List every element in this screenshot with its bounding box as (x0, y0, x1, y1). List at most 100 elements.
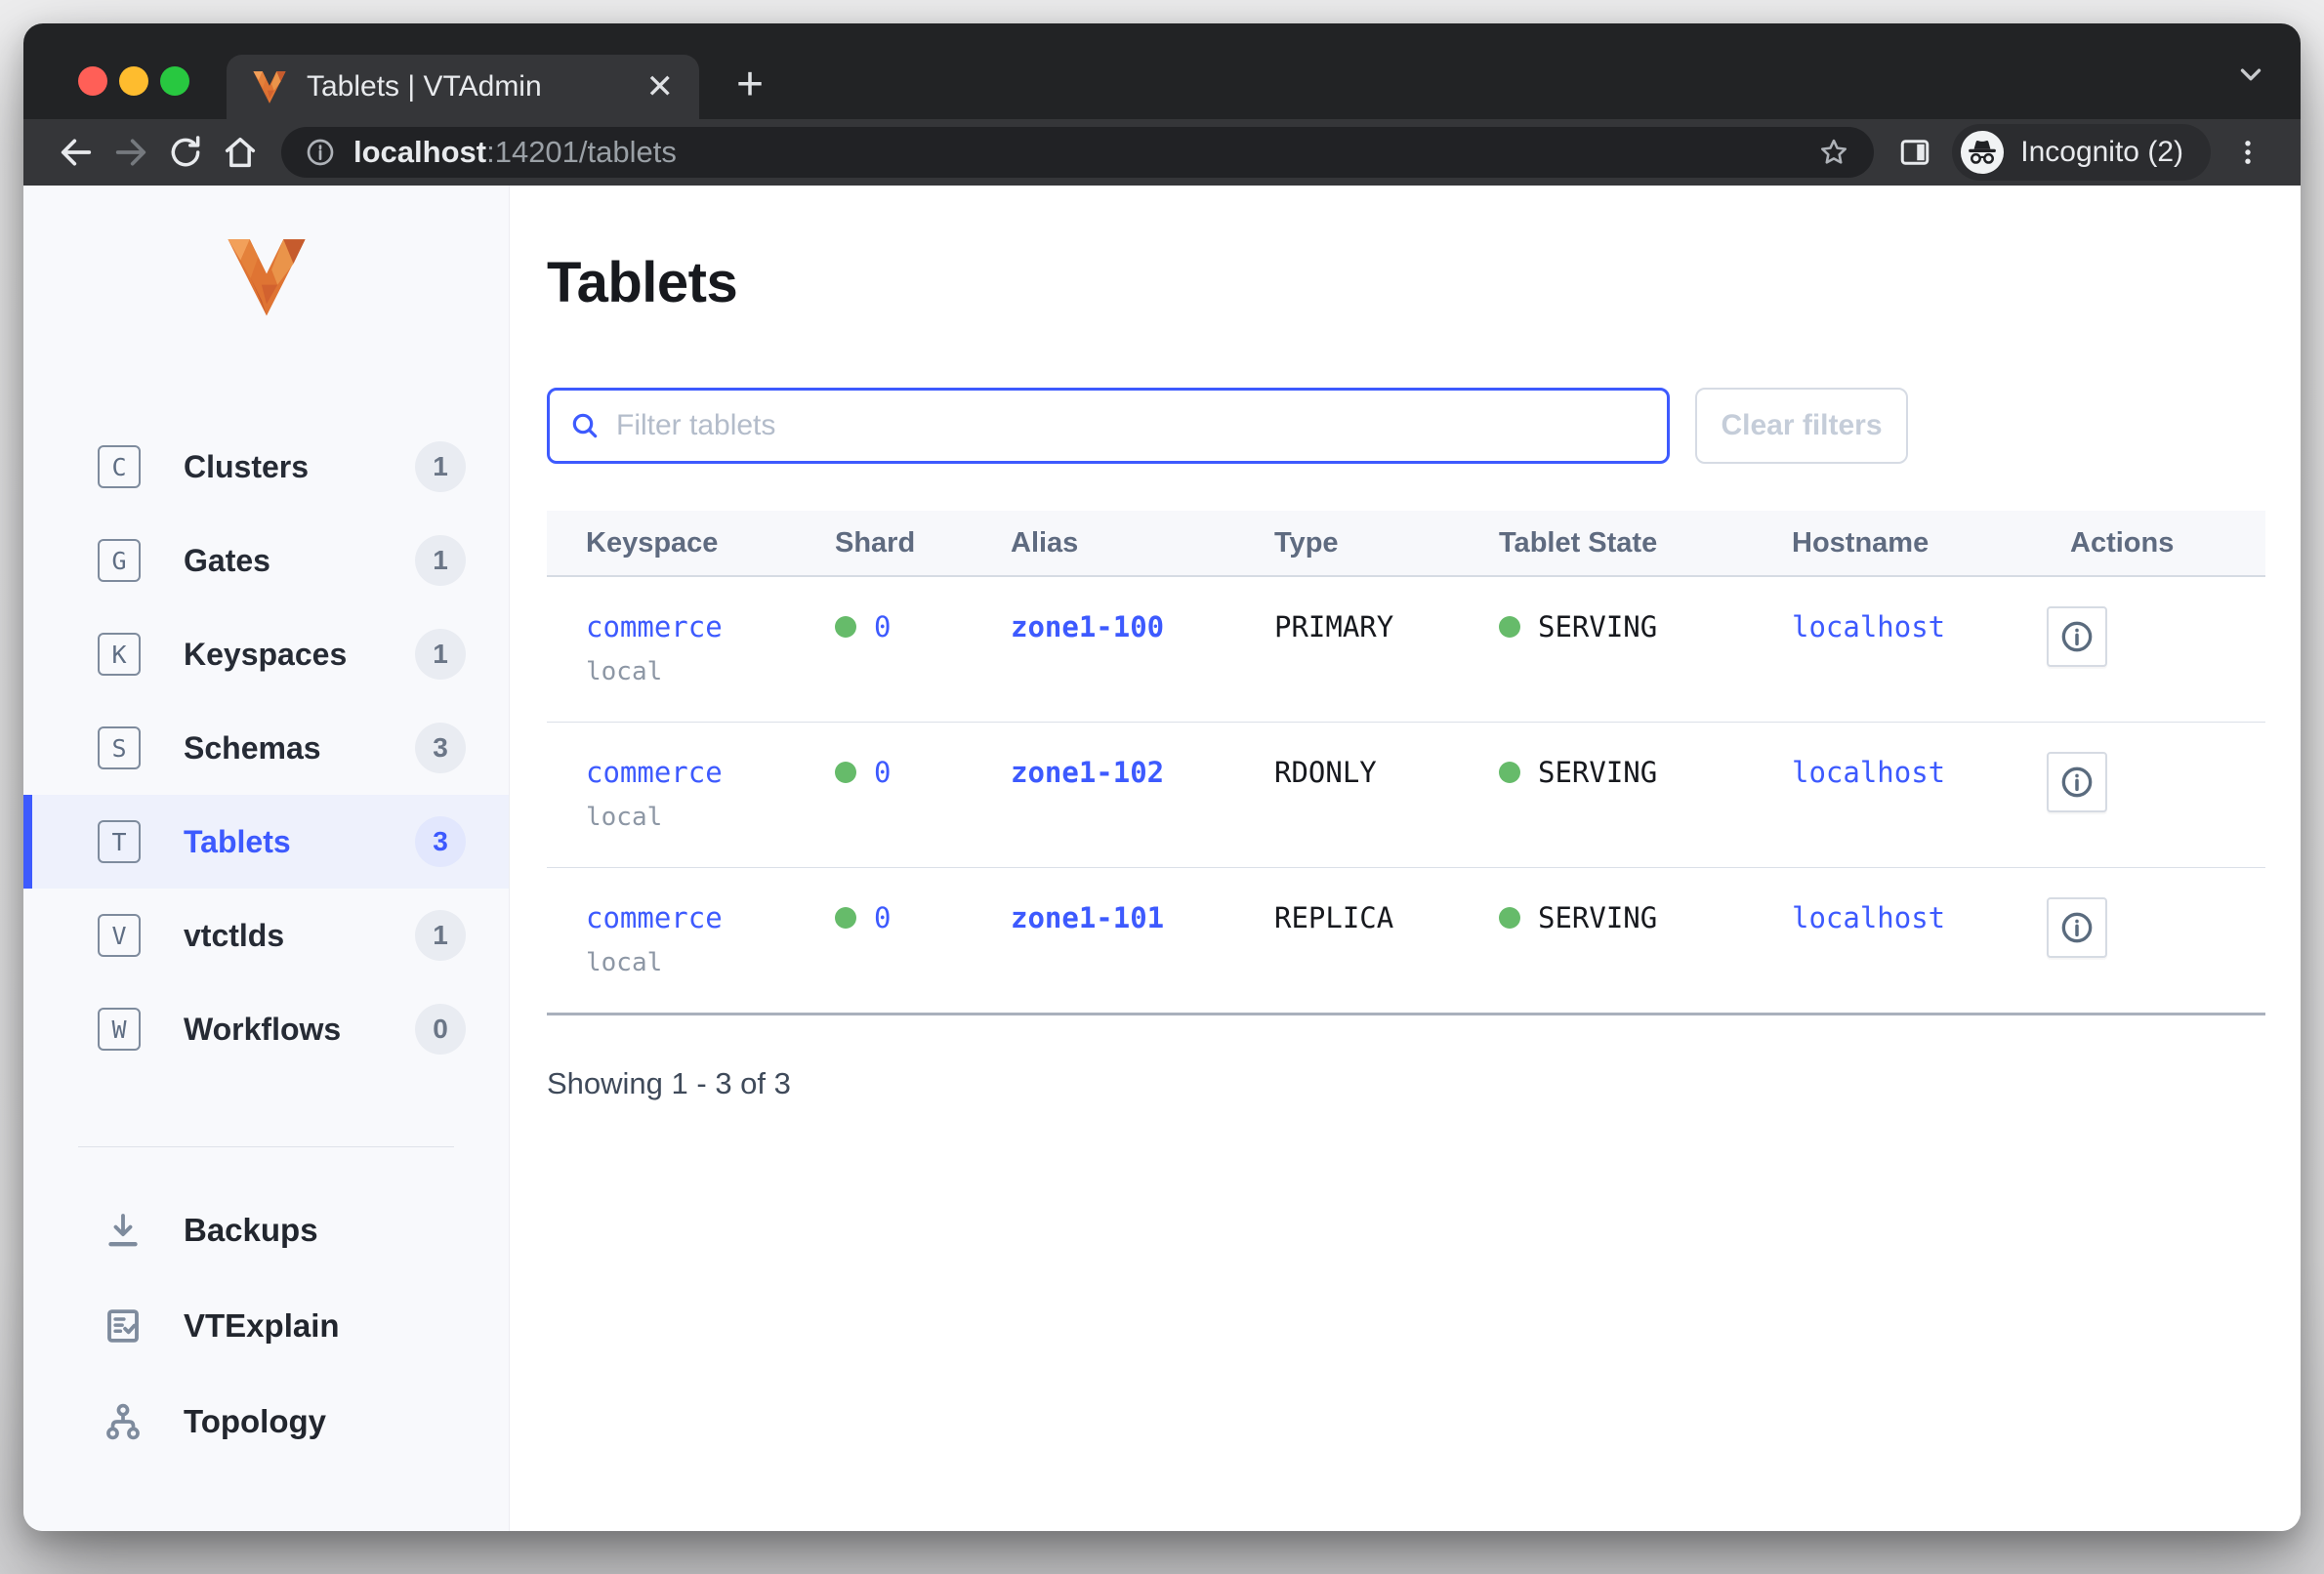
bookmark-star-icon[interactable] (1817, 136, 1850, 169)
address-bar[interactable]: localhost:14201/tablets (281, 127, 1875, 178)
home-button[interactable] (213, 125, 268, 180)
keyspace-cell: commerce local (547, 897, 796, 979)
page-content: C Clusters 1 G Gates 1 K Keyspaces 1 S S… (23, 186, 2301, 1531)
table-row: commerce local 0 zone1-101 REPLICA SERVI… (547, 868, 2265, 1015)
sidebar-item-label: Gates (184, 542, 270, 578)
hostname-link[interactable]: localhost (1792, 610, 1946, 643)
shard-link[interactable]: 0 (874, 756, 892, 789)
home-icon (225, 137, 256, 168)
page-title: Tablets (547, 251, 738, 314)
sidebar-item-keyspaces[interactable]: K Keyspaces 1 (23, 607, 509, 701)
tablet-info-button[interactable] (2047, 897, 2107, 958)
sidebar-item-label: Keyspaces (184, 636, 348, 672)
minimize-window-button[interactable] (119, 66, 148, 96)
clear-filters-button[interactable]: Clear filters (1695, 388, 1908, 464)
schemas-icon: S (98, 726, 141, 769)
table-row: commerce local 0 zone1-100 PRIMARY SERVI… (547, 577, 2265, 723)
sidebar-item-vtexplain[interactable]: VTExplain (23, 1278, 509, 1374)
shard-link[interactable]: 0 (874, 901, 892, 934)
actions-cell (2031, 897, 2265, 979)
alias-cell: zone1-100 (972, 606, 1235, 688)
side-panel-button[interactable] (1888, 125, 1942, 180)
count-badge: 3 (415, 723, 466, 773)
url-text: localhost:14201/tablets (353, 135, 677, 169)
tab-tablets-vtadmin[interactable]: Tablets | VTAdmin ✕ (227, 55, 699, 119)
column-header-tablet-state: Tablet State (1499, 526, 1658, 559)
close-tab-icon[interactable]: ✕ (645, 68, 675, 105)
keyspace-link[interactable]: commerce (586, 610, 723, 643)
sidebar-nav: C Clusters 1 G Gates 1 K Keyspaces 1 S S… (23, 420, 509, 1076)
shard-status-dot (835, 616, 856, 638)
close-window-button[interactable] (78, 66, 107, 96)
new-tab-button[interactable]: + (735, 58, 765, 110)
sidebar-item-gates[interactable]: G Gates 1 (23, 514, 509, 607)
forward-icon (115, 139, 146, 166)
tablet-state-text: SERVING (1538, 756, 1658, 789)
incognito-badge[interactable]: Incognito (2) (1952, 124, 2211, 181)
alias-cell: zone1-101 (972, 897, 1235, 979)
tablet-info-button[interactable] (2047, 752, 2107, 812)
alias-link[interactable]: zone1-102 (1011, 756, 1165, 789)
tablets-table: Keyspace Shard Alias Type Tablet State H… (547, 511, 2265, 1015)
browser-menu-button[interactable] (2220, 125, 2275, 180)
sidebar-item-backups[interactable]: Backups (23, 1182, 509, 1278)
type-cell: RDONLY (1274, 756, 1377, 789)
actions-cell (2031, 606, 2265, 688)
column-header-alias: Alias (1011, 526, 1079, 559)
keyspace-cell: commerce local (547, 752, 796, 834)
chevron-down-icon[interactable] (2234, 57, 2267, 90)
column-header-hostname: Hostname (1792, 526, 1930, 559)
keyspace-link[interactable]: commerce (586, 901, 723, 934)
side-panel-icon (1917, 144, 1925, 161)
alias-link[interactable]: zone1-100 (1011, 610, 1165, 643)
sidebar-item-label: Schemas (184, 729, 321, 766)
shard-link[interactable]: 0 (874, 610, 892, 643)
back-button[interactable] (49, 125, 104, 180)
incognito-label: Incognito (2) (2020, 136, 2183, 168)
keyspace-cell: commerce local (547, 606, 796, 688)
tablet-state-text: SERVING (1538, 610, 1658, 643)
keyspace-link[interactable]: commerce (586, 756, 723, 789)
info-icon (2061, 912, 2093, 943)
tablet-state-cell: SERVING (1460, 606, 1753, 688)
document-check-icon (102, 1305, 145, 1347)
serving-status-dot (1499, 907, 1520, 929)
count-badge: 1 (415, 441, 466, 492)
search-icon (572, 413, 598, 438)
sidebar-item-topology[interactable]: Topology (23, 1374, 509, 1470)
hostname-link[interactable]: localhost (1792, 756, 1946, 789)
filter-box (547, 388, 1670, 464)
site-info-icon[interactable] (305, 137, 336, 168)
forward-button[interactable] (104, 125, 158, 180)
shard-status-dot (835, 762, 856, 783)
shard-cell: 0 (796, 897, 972, 979)
sidebar-item-clusters[interactable]: C Clusters 1 (23, 420, 509, 514)
hostname-cell: localhost (1753, 606, 2031, 688)
sidebar-item-vtctlds[interactable]: V vtctlds 1 (23, 889, 509, 982)
shard-status-dot (835, 907, 856, 929)
browser-window: Tablets | VTAdmin ✕ + localhost:14201/ta… (23, 23, 2301, 1531)
cluster-name: local (586, 657, 663, 686)
sidebar: C Clusters 1 G Gates 1 K Keyspaces 1 S S… (23, 186, 510, 1531)
pagination-status: Showing 1 - 3 of 3 (547, 1066, 791, 1100)
filter-tablets-input[interactable] (616, 409, 1647, 442)
sidebar-item-label: Clusters (184, 448, 310, 484)
sidebar-divider (78, 1146, 454, 1147)
sidebar-item-workflows[interactable]: W Workflows 0 (23, 982, 509, 1076)
cluster-name: local (586, 948, 663, 977)
sidebar-item-label: Backups (184, 1212, 318, 1248)
sidebar-item-schemas[interactable]: S Schemas 3 (23, 701, 509, 795)
sidebar-item-tablets[interactable]: T Tablets 3 (23, 795, 509, 889)
alias-link[interactable]: zone1-101 (1011, 901, 1165, 934)
tab-strip: Tablets | VTAdmin ✕ + (23, 23, 2301, 119)
workflows-icon: W (98, 1008, 141, 1051)
hostname-link[interactable]: localhost (1792, 901, 1946, 934)
zoom-window-button[interactable] (160, 66, 189, 96)
reload-button[interactable] (158, 125, 213, 180)
cluster-name: local (586, 803, 663, 832)
tablets-icon: T (98, 820, 141, 863)
count-badge: 1 (415, 910, 466, 961)
count-badge: 0 (415, 1004, 466, 1055)
tablet-info-button[interactable] (2047, 606, 2107, 667)
vitess-logo-icon (227, 239, 306, 316)
